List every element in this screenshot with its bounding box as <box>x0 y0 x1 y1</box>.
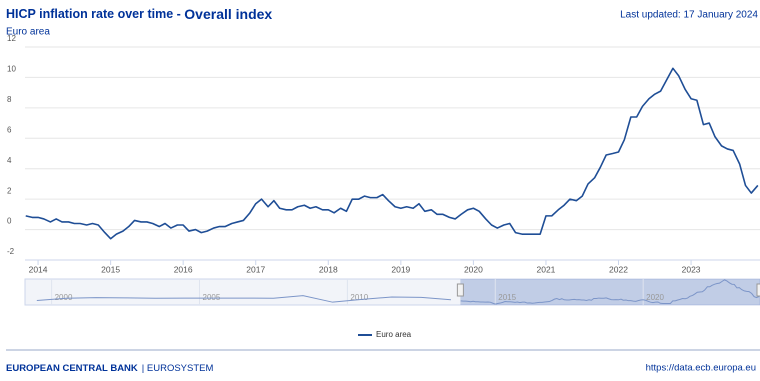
footer-eurosystem: | EUROSYSTEM <box>142 363 214 374</box>
navigator-handle[interactable] <box>756 283 760 297</box>
x-tick-label: 2015 <box>101 264 120 274</box>
footer-left: EUROPEAN CENTRAL BANK | EUROSYSTEM <box>6 363 213 374</box>
navigator-history-line <box>36 295 451 303</box>
navigator-line <box>460 279 760 305</box>
title-text: HICP inflation rate over time - <box>6 7 184 21</box>
chart-title: HICP inflation rate over time - Overall … <box>6 6 272 22</box>
x-tick-label: 2021 <box>536 264 555 274</box>
x-tick-label: 2022 <box>609 264 628 274</box>
y-tick-label: 4 <box>7 156 12 165</box>
footer-ecb: EUROPEAN CENTRAL BANK <box>6 363 138 374</box>
navigator-tick-label: 2000 <box>55 293 73 302</box>
last-updated: Last updated: 17 January 2024 <box>620 10 758 21</box>
y-tick-label: 12 <box>7 34 16 43</box>
navigator-tick-label: 2020 <box>646 293 664 302</box>
x-tick-label: 2016 <box>174 264 193 274</box>
footer-url[interactable]: https://data.ecb.europa.eu <box>646 363 756 374</box>
navigator-tick-label: 2010 <box>350 293 368 302</box>
y-tick-label: -2 <box>7 247 15 256</box>
x-tick-label: 2018 <box>319 264 338 274</box>
subtitle: Euro area <box>6 27 50 38</box>
legend-label[interactable]: Euro area <box>376 330 412 339</box>
y-tick-label: 10 <box>7 65 16 74</box>
x-tick-label: 2017 <box>246 264 265 274</box>
data-line <box>25 67 759 240</box>
y-tick-label: 0 <box>7 217 12 226</box>
navigator-handle[interactable] <box>456 283 464 297</box>
navigator-selection <box>460 279 760 305</box>
x-tick-label: 2020 <box>464 264 483 274</box>
x-tick-label: 2023 <box>682 264 701 274</box>
x-tick-label: 2019 <box>391 264 410 274</box>
title-emphasis: Overall index <box>184 6 272 22</box>
x-tick-label: 2014 <box>29 264 48 274</box>
y-tick-label: 2 <box>7 186 12 195</box>
navigator-tick-label: 2015 <box>498 293 516 302</box>
y-tick-label: 6 <box>7 125 12 134</box>
y-tick-label: 8 <box>7 95 12 104</box>
